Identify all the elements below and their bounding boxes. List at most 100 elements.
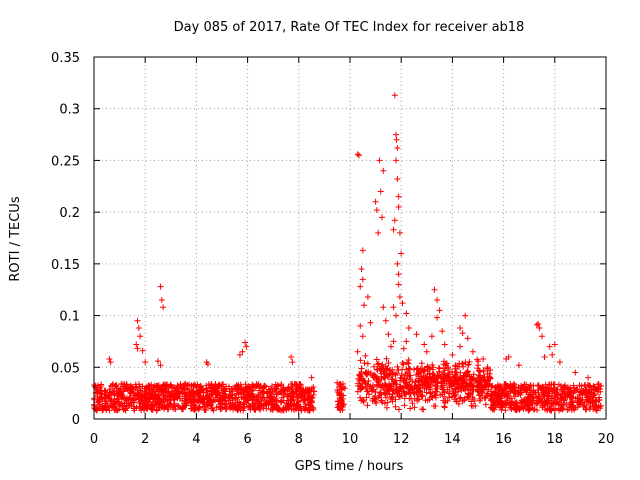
data-point	[505, 353, 512, 360]
data-point	[389, 366, 396, 373]
data-point	[370, 382, 377, 389]
data-point	[294, 394, 301, 401]
data-point	[380, 304, 387, 311]
data-point	[285, 386, 292, 393]
data-point	[294, 385, 301, 392]
data-point	[103, 406, 110, 413]
data-point	[191, 404, 198, 411]
data-point	[472, 402, 479, 409]
data-point	[358, 266, 365, 273]
data-point	[390, 338, 397, 345]
data-point	[258, 398, 265, 405]
data-point	[187, 402, 194, 409]
data-point	[261, 394, 268, 401]
data-point	[558, 394, 565, 401]
data-point	[119, 383, 126, 390]
data-point	[400, 361, 407, 368]
data-point	[570, 404, 577, 411]
data-point	[114, 387, 121, 394]
data-point	[287, 397, 294, 404]
data-point	[111, 383, 118, 390]
data-point	[364, 293, 371, 300]
data-point	[418, 360, 425, 367]
data-point	[127, 383, 134, 390]
data-point	[208, 380, 215, 387]
data-point	[591, 392, 598, 399]
data-point	[110, 388, 117, 395]
data-point	[193, 390, 200, 397]
data-point	[235, 387, 242, 394]
data-point	[132, 395, 139, 402]
data-point	[380, 366, 387, 373]
data-point	[531, 406, 538, 413]
data-point	[195, 398, 202, 405]
data-point	[304, 395, 311, 402]
data-point	[529, 397, 536, 404]
data-point	[394, 363, 401, 370]
data-point	[120, 393, 127, 400]
data-point	[421, 341, 428, 348]
data-point	[270, 396, 277, 403]
data-point	[236, 351, 243, 358]
data-point	[423, 348, 430, 355]
data-point	[150, 384, 157, 391]
data-point	[285, 405, 292, 412]
data-point	[397, 385, 404, 392]
data-point	[307, 401, 314, 408]
data-point	[185, 396, 192, 403]
data-point	[179, 389, 186, 396]
data-point	[595, 397, 602, 404]
data-point	[391, 92, 398, 99]
data-point	[464, 390, 471, 397]
data-point	[179, 397, 186, 404]
data-point	[392, 403, 399, 410]
data-point	[511, 406, 518, 413]
data-point	[477, 384, 484, 391]
data-point	[171, 384, 178, 391]
x-axis-title: GPS time / hours	[295, 459, 404, 474]
data-point	[383, 404, 390, 411]
data-point	[439, 328, 446, 335]
data-point	[106, 395, 113, 402]
data-point	[407, 405, 414, 412]
data-point	[171, 400, 178, 407]
data-point	[455, 380, 462, 387]
data-point	[391, 217, 398, 224]
data-point	[150, 396, 157, 403]
data-point	[204, 361, 211, 368]
data-point	[480, 356, 487, 363]
data-point	[231, 385, 238, 392]
data-point	[130, 389, 137, 396]
data-point	[421, 377, 428, 384]
data-point	[223, 393, 230, 400]
data-point	[404, 359, 411, 366]
data-point	[440, 371, 447, 378]
data-point	[165, 388, 172, 395]
data-point	[373, 375, 380, 382]
data-point	[107, 359, 114, 366]
data-point	[585, 374, 592, 381]
data-point	[439, 386, 446, 393]
data-point	[361, 302, 368, 309]
data-point	[384, 399, 391, 406]
data-point	[355, 152, 362, 159]
data-point	[197, 382, 204, 389]
data-point	[267, 389, 274, 396]
data-point	[498, 391, 505, 398]
data-point	[106, 386, 113, 393]
data-point	[459, 383, 466, 390]
data-point	[394, 176, 401, 183]
data-point	[357, 386, 364, 393]
data-point	[484, 370, 491, 377]
data-point	[208, 402, 215, 409]
data-point	[471, 377, 478, 384]
data-point	[364, 402, 371, 409]
data-point	[373, 356, 380, 363]
data-point	[555, 405, 562, 412]
data-point	[500, 401, 507, 408]
data-point	[590, 399, 597, 406]
data-point	[302, 387, 309, 394]
data-point	[582, 406, 589, 413]
data-point	[250, 396, 257, 403]
data-point	[400, 377, 407, 384]
